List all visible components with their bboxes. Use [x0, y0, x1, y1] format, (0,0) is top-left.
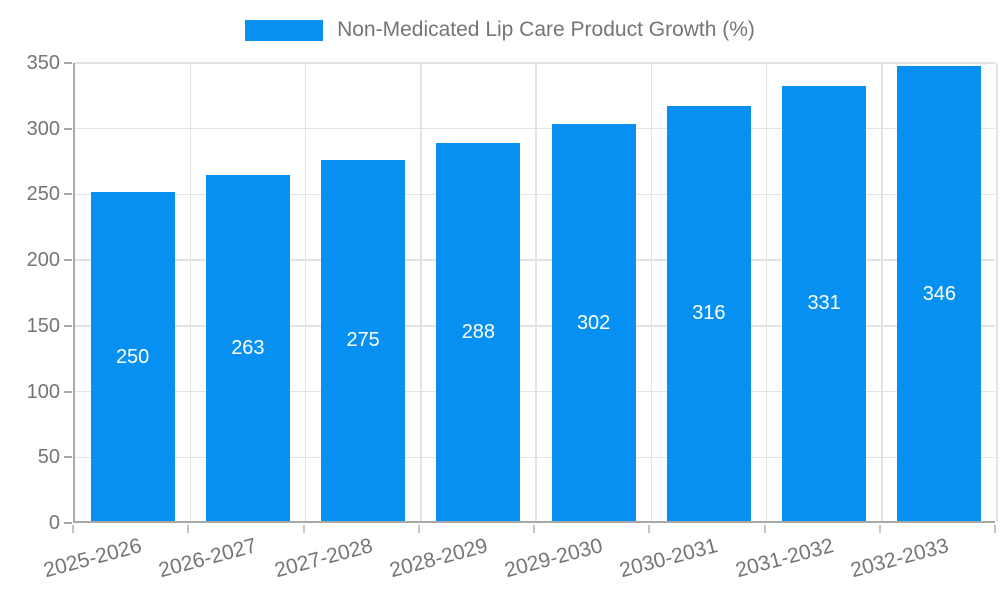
legend-swatch-icon [245, 19, 324, 41]
y-gridline [75, 62, 995, 64]
y-gridline [75, 456, 995, 459]
plot-area: 250 263 275 288 302 316 331 346 [73, 62, 998, 523]
bar-value-label: 316 [692, 302, 726, 325]
x-gridline [765, 63, 768, 521]
y-axis-tick [64, 456, 72, 459]
x-axis-tick-label: 2025-2026 [41, 534, 145, 583]
x-gridline [881, 63, 883, 521]
x-axis-tick [878, 525, 881, 533]
x-gridline [650, 63, 652, 521]
x-gridline [996, 63, 998, 521]
x-gridline [420, 63, 422, 521]
x-axis-tick [417, 525, 420, 533]
y-axis-tick-label: 350 [26, 52, 60, 74]
bar-value-label: 302 [576, 311, 611, 334]
bar-value-label: 288 [461, 320, 496, 343]
x-axis-tick [994, 525, 996, 533]
x-axis-tick [533, 525, 535, 533]
x-axis-tick [648, 525, 651, 533]
x-gridline [304, 63, 307, 521]
y-axis-tick [64, 522, 72, 524]
bar-2029-2030: 302 [551, 124, 636, 521]
x-axis-tick-label: 2028-2029 [387, 534, 491, 583]
x-axis-tick [72, 525, 74, 533]
bar-2025-2026: 250 [90, 192, 175, 521]
x-axis-tick [763, 525, 766, 533]
legend-label: Non-Medicated Lip Care Product Growth (%… [337, 18, 755, 41]
x-axis-tick-label: 2026-2027 [156, 534, 260, 583]
bar-2032-2033: 346 [897, 66, 982, 521]
x-axis-tick [187, 525, 190, 533]
y-axis-tick-label: 0 [48, 512, 60, 534]
x-axis-tick-label: 2027-2028 [271, 534, 375, 583]
y-axis-tick-label: 50 [37, 446, 60, 469]
y-axis-tick-label: 200 [26, 249, 60, 272]
bar-2027-2028: 275 [321, 159, 406, 521]
y-axis-tick-label: 300 [26, 117, 60, 140]
y-axis-tick [64, 324, 72, 327]
chart-legend: Non-Medicated Lip Care Product Growth (%… [0, 18, 1000, 42]
y-axis-tick-label: 250 [26, 183, 60, 206]
y-gridline [75, 193, 995, 196]
y-axis-tick [64, 193, 72, 196]
x-axis-tick-label: 2030-2031 [617, 534, 721, 583]
bar-2026-2027: 263 [205, 175, 290, 521]
y-gridline [75, 390, 995, 393]
x-gridline [189, 63, 191, 521]
bar-value-label: 250 [115, 345, 150, 368]
bar-value-label: 275 [346, 329, 380, 352]
y-gridline [75, 259, 995, 261]
x-axis-tick [302, 525, 305, 533]
y-axis-tick [64, 259, 72, 262]
bar-2028-2029: 288 [436, 142, 521, 521]
bar-value-label: 346 [922, 282, 957, 305]
x-axis-tick-label: 2032-2033 [848, 534, 952, 583]
y-axis-tick-label: 150 [26, 314, 60, 337]
y-gridline [75, 127, 995, 130]
bar-value-label: 331 [807, 292, 841, 315]
x-axis-tick-label: 2031-2032 [732, 534, 836, 583]
bar-2030-2031: 316 [666, 105, 751, 521]
y-axis-tick [64, 62, 72, 64]
y-gridline [75, 325, 995, 327]
y-axis-tick-label: 100 [26, 380, 60, 403]
x-axis-tick-label: 2029-2030 [502, 534, 606, 583]
x-gridline [535, 63, 537, 521]
bar-2031-2032: 331 [782, 85, 867, 521]
bar-value-label: 263 [231, 337, 265, 360]
y-axis-tick [64, 127, 72, 130]
y-axis-tick [64, 390, 72, 393]
